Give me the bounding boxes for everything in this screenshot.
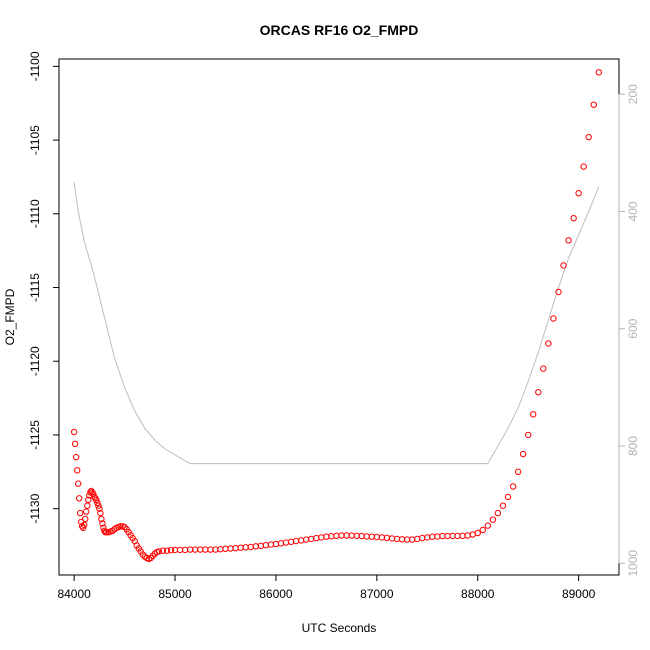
- data-point: [570, 215, 577, 222]
- chart-title: ORCAS RF16 O2_FMPD: [260, 22, 419, 38]
- data-point: [550, 315, 557, 322]
- data-point: [94, 499, 101, 506]
- data-point: [474, 529, 481, 537]
- data-point: [171, 546, 179, 554]
- data-point: [84, 502, 91, 509]
- y-axis: -1100 -1105 -1110 -1115 -1120 -1125 -1130: [28, 51, 60, 524]
- data-point: [167, 547, 175, 554]
- y2-axis: 200 400 600 800 1000: [618, 84, 640, 577]
- data-point: [99, 520, 106, 527]
- data-point: [479, 526, 486, 534]
- data-point: [70, 428, 78, 436]
- data-point: [98, 515, 105, 523]
- y-tick-label: -1125: [28, 420, 42, 450]
- data-point: [80, 524, 87, 531]
- data-point: [117, 523, 124, 530]
- data-point: [95, 502, 102, 509]
- data-point: [509, 483, 517, 490]
- data-point: [75, 480, 82, 487]
- data-point: [97, 509, 104, 517]
- data-point: [590, 101, 597, 108]
- x-axis-label: UTC Seconds: [302, 621, 377, 635]
- data-point: [87, 489, 94, 496]
- data-point: [77, 509, 84, 517]
- y2-tick-label: 200: [626, 84, 640, 104]
- secondary-line: [73, 182, 600, 465]
- data-point: [489, 516, 497, 523]
- x-axis: 84000 85000 86000 87000 88000 89000: [57, 574, 596, 601]
- data-point: [484, 522, 491, 529]
- y-tick-label: -1115: [28, 273, 42, 302]
- y2-tick-label: 1000: [626, 550, 640, 577]
- data-point: [504, 493, 512, 501]
- data-point: [76, 495, 83, 502]
- data-point: [499, 502, 507, 509]
- x-tick-label: 88000: [461, 587, 495, 601]
- data-point: [540, 365, 547, 372]
- data-point: [555, 288, 562, 296]
- y-tick-label: -1100: [28, 51, 42, 81]
- data-point: [494, 509, 502, 517]
- y-tick-label: -1105: [28, 125, 42, 155]
- data-point: [73, 453, 80, 461]
- x-tick-label: 87000: [360, 587, 394, 601]
- data-point: [96, 505, 103, 512]
- data-point: [155, 548, 163, 555]
- data-point: [545, 340, 552, 347]
- data-point: [71, 440, 79, 447]
- data-point: [580, 163, 587, 170]
- data-point: [82, 515, 89, 523]
- data-point: [525, 431, 532, 439]
- data-point: [419, 534, 426, 542]
- data-point: [560, 262, 567, 269]
- data-point: [308, 535, 315, 543]
- x-tick-label: 84000: [57, 587, 91, 601]
- data-point: [163, 547, 171, 554]
- data-point: [303, 536, 310, 543]
- data-point: [519, 450, 527, 458]
- y-tick-label: -1120: [28, 346, 42, 376]
- y2-tick-label: 800: [626, 436, 640, 456]
- y2-tick-label: 600: [626, 318, 640, 338]
- data-point: [535, 389, 542, 396]
- data-point: [298, 537, 305, 544]
- o2-fmpd-series: [70, 69, 602, 562]
- y-tick-label: -1130: [28, 493, 42, 523]
- x-tick-label: 85000: [158, 587, 192, 601]
- plot-frame: [58, 58, 620, 576]
- data-point: [595, 69, 602, 76]
- data-point: [85, 496, 92, 503]
- data-point: [575, 190, 582, 197]
- y-axis-label: O2_FMPD: [3, 288, 17, 345]
- y2-tick-label: 400: [626, 201, 640, 221]
- x-tick-label: 86000: [259, 587, 293, 601]
- data-point: [74, 467, 81, 474]
- data-point: [514, 468, 522, 475]
- data-point: [93, 496, 100, 503]
- x-tick-label: 89000: [562, 587, 596, 601]
- data-point: [530, 411, 537, 418]
- data-point: [83, 508, 90, 515]
- data-point: [565, 237, 572, 244]
- y-tick-label: -1110: [28, 199, 42, 228]
- data-point: [585, 133, 592, 141]
- secondary-series: [73, 182, 600, 465]
- data-point: [159, 547, 167, 554]
- data-point: [81, 521, 88, 529]
- data-point: [103, 529, 110, 536]
